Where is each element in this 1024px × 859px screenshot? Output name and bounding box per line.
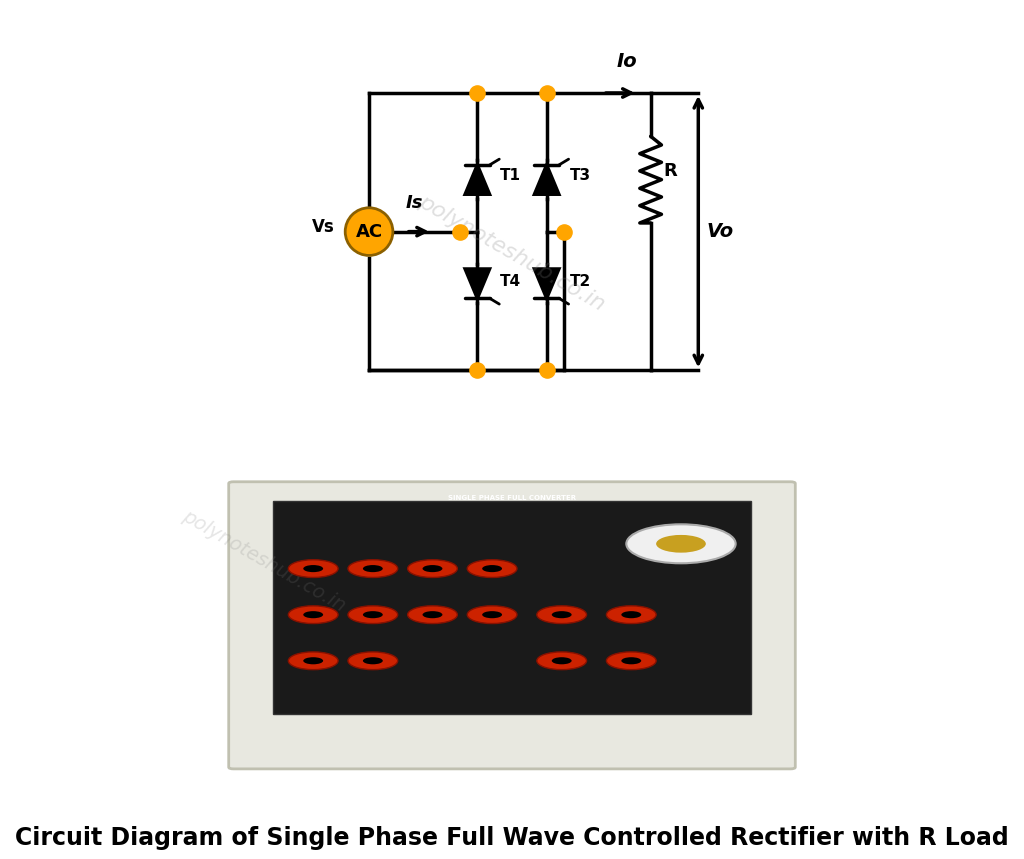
Circle shape (622, 611, 641, 618)
Circle shape (423, 611, 442, 618)
Text: Circuit Diagram of Single Phase Full Wave Controlled Rectifier with R Load: Circuit Diagram of Single Phase Full Wav… (15, 826, 1009, 850)
Circle shape (408, 606, 458, 624)
Circle shape (303, 611, 324, 618)
Circle shape (482, 565, 502, 572)
Text: Io: Io (616, 52, 637, 71)
Text: R: R (664, 162, 678, 180)
Circle shape (345, 208, 393, 255)
Point (469, 363, 485, 377)
Circle shape (606, 652, 656, 670)
Circle shape (622, 657, 641, 664)
Text: T4: T4 (501, 274, 521, 289)
Text: T3: T3 (569, 168, 591, 183)
Point (539, 86, 555, 100)
Point (556, 225, 572, 239)
Circle shape (289, 606, 338, 624)
Circle shape (537, 652, 587, 670)
Circle shape (348, 560, 397, 577)
Circle shape (627, 524, 735, 564)
Polygon shape (465, 165, 489, 194)
Text: SINGLE PHASE FULL CONVERTER: SINGLE PHASE FULL CONVERTER (447, 495, 577, 501)
Circle shape (423, 565, 442, 572)
Circle shape (289, 652, 338, 670)
Circle shape (348, 606, 397, 624)
Circle shape (482, 611, 502, 618)
Polygon shape (465, 269, 489, 298)
Text: Is: Is (406, 194, 423, 212)
Circle shape (467, 560, 517, 577)
Circle shape (289, 560, 338, 577)
Circle shape (303, 565, 324, 572)
Circle shape (362, 611, 383, 618)
Text: Vs: Vs (311, 218, 335, 236)
Point (469, 86, 485, 100)
Circle shape (362, 657, 383, 664)
Circle shape (606, 606, 656, 624)
Text: Vo: Vo (707, 222, 734, 241)
Text: AC: AC (355, 222, 383, 241)
Circle shape (362, 565, 383, 572)
Circle shape (552, 611, 571, 618)
Point (452, 225, 468, 239)
Circle shape (348, 652, 397, 670)
Text: T2: T2 (569, 274, 591, 289)
Circle shape (552, 657, 571, 664)
FancyBboxPatch shape (228, 482, 796, 769)
Circle shape (537, 606, 587, 624)
Circle shape (303, 657, 324, 664)
Text: T1: T1 (501, 168, 521, 183)
Text: polynoteshub.co.in: polynoteshub.co.in (178, 507, 348, 616)
Point (539, 363, 555, 377)
Polygon shape (535, 165, 559, 194)
Circle shape (467, 606, 517, 624)
Circle shape (408, 560, 458, 577)
Circle shape (656, 535, 706, 552)
Polygon shape (535, 269, 559, 298)
Text: polynoteshub.co.in: polynoteshub.co.in (416, 192, 608, 315)
FancyBboxPatch shape (273, 502, 751, 714)
